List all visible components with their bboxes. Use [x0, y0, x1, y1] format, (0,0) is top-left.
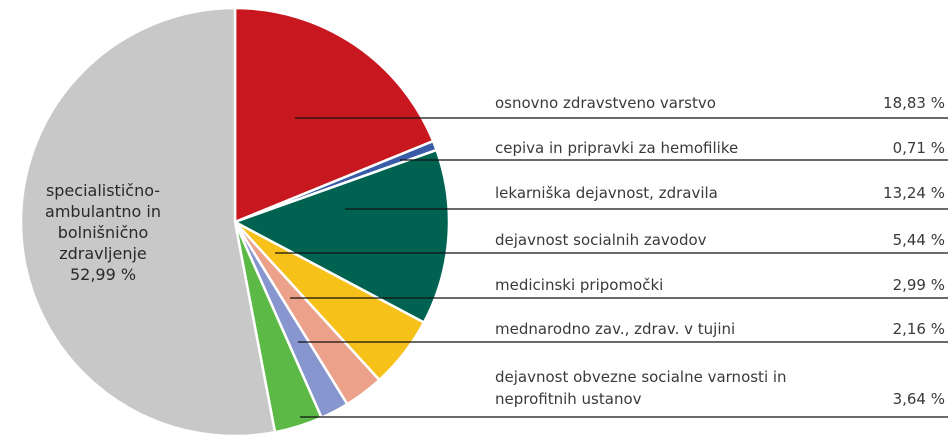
legend-value-label: 5,44 % [892, 231, 945, 249]
legend-label: mednarodno zav., zdrav. v tujini [495, 320, 736, 338]
legend-value-label: 3,64 % [892, 390, 945, 408]
legend-value-label: 13,24 % [883, 184, 945, 202]
pie-slice [231, 148, 451, 325]
legend-label: dejavnost obvezne socialne varnosti in n… [495, 368, 787, 408]
slice-label: specialistično-ambulantno in bolnišnično… [45, 181, 161, 263]
legend-label: osnovno zdravstveno varstvo [495, 94, 716, 112]
center-label: specialistično-ambulantno in bolnišnično… [28, 180, 178, 285]
legend-value-label: 2,16 % [892, 320, 945, 338]
legend-label: dejavnost socialnih zavodov [495, 231, 707, 249]
legend-label: lekarniška dejavnost, zdravila [495, 184, 718, 202]
legend-value-label: 2,99 % [892, 276, 945, 294]
legend-value-label: 0,71 % [892, 139, 945, 157]
legend-label: medicinski pripomočki [495, 276, 664, 294]
pie-slice [19, 6, 277, 438]
legend-value-label: 18,83 % [883, 94, 945, 112]
slice-value-label: 52,99 % [69, 265, 137, 284]
legend-label: cepiva in pripravki za hemofilike [495, 139, 739, 157]
